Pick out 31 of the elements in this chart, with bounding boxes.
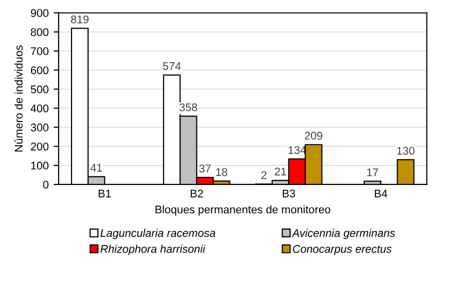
y-tick-label: 500 <box>30 85 48 94</box>
legend-label: Laguncularia racemosa <box>100 228 216 240</box>
data-label: 130 <box>397 146 414 155</box>
y-axis-title: Número de individuos <box>14 45 23 152</box>
x-tick-label: B3 <box>282 190 296 198</box>
y-tick-label: 800 <box>30 28 48 36</box>
legend-label: Rhizophora harrisonii <box>100 244 206 256</box>
y-tick-label: 0 <box>43 180 48 189</box>
x-tick-label: B1 <box>98 190 111 198</box>
y-tick-label: 200 <box>30 142 48 150</box>
y-tick-label: 600 <box>30 66 48 74</box>
x-axis-title: Bloques permanentes de monitoreo <box>156 205 330 216</box>
data-label: 2 <box>261 171 266 180</box>
data-label: 819 <box>71 15 89 24</box>
x-tick-label: B2 <box>190 190 203 198</box>
x-tick-label: B4 <box>374 190 388 198</box>
legend-label: Avicennia germinans <box>292 228 396 240</box>
y-tick-label: 400 <box>30 104 48 112</box>
y-tick-label: 700 <box>30 47 48 56</box>
legend-label: Conocarpus erectus <box>292 244 392 256</box>
data-label: 358 <box>180 103 198 112</box>
data-label: 574 <box>163 62 181 70</box>
data-label: 18 <box>216 168 228 176</box>
data-label: 37 <box>199 164 211 172</box>
y-tick-label: 300 <box>30 124 48 132</box>
y-tick-label: 900 <box>30 9 48 18</box>
data-label: 41 <box>90 164 102 172</box>
data-label: 17 <box>367 168 378 176</box>
data-label: 21 <box>274 168 286 176</box>
data-label: 209 <box>304 132 322 140</box>
y-tick-label: 100 <box>31 162 48 170</box>
